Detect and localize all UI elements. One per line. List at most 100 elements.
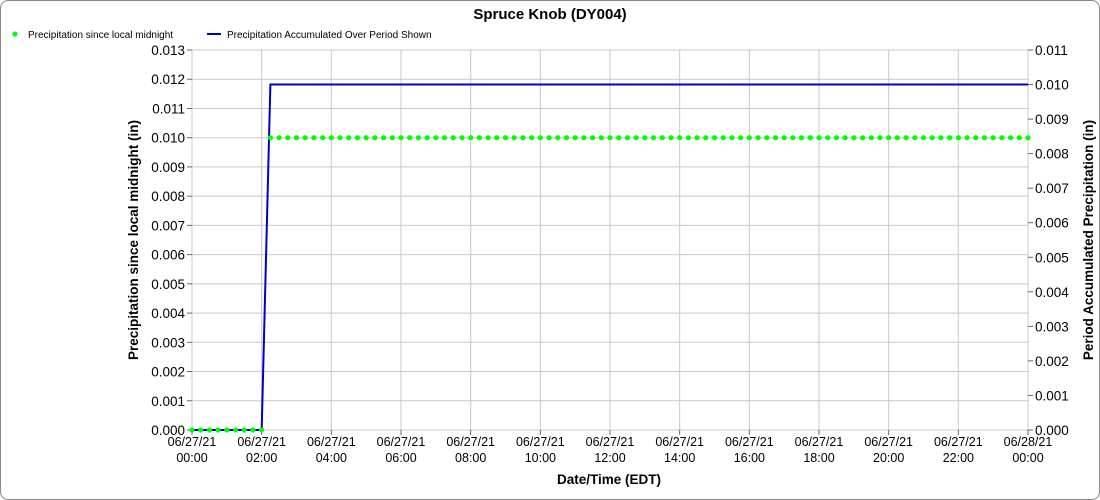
- series-point-precip-since-midnight: [285, 135, 291, 141]
- x-tick-label-time: 06:00: [385, 451, 416, 465]
- series-point-precip-since-midnight: [398, 135, 404, 141]
- series-point-precip-since-midnight: [894, 135, 900, 141]
- y-tick-label: 0.000: [151, 423, 185, 438]
- series-point-precip-since-midnight: [859, 135, 866, 141]
- legend-label-precip-since-midnight: Precipitation since local midnight: [28, 30, 173, 41]
- y-tick-label: 0.002: [151, 365, 185, 380]
- series-point-precip-since-midnight: [311, 135, 317, 141]
- x-tick-label-date: 06/28/21: [1004, 435, 1053, 449]
- series-point-precip-since-midnight: [738, 135, 744, 141]
- series-point-precip-since-midnight: [581, 135, 587, 141]
- series-point-precip-since-midnight: [650, 135, 657, 141]
- y2-tick-label: 0.009: [1035, 112, 1069, 127]
- series-point-precip-since-midnight: [755, 135, 761, 141]
- legend: Precipitation since local midnight Preci…: [12, 30, 432, 41]
- series-point-precip-since-midnight: [476, 135, 482, 141]
- series-point-precip-since-midnight: [511, 135, 517, 141]
- x-tick-label-time: 14:00: [664, 451, 695, 465]
- y2-tick-label: 0.000: [1035, 423, 1069, 438]
- x-tick-label-time: 02:00: [246, 451, 277, 465]
- y2-tick-label: 0.007: [1035, 181, 1069, 196]
- series-point-precip-since-midnight: [1025, 135, 1031, 141]
- series-point-precip-since-midnight: [798, 135, 805, 141]
- series-point-precip-since-midnight: [555, 135, 561, 141]
- series-point-precip-since-midnight: [877, 135, 883, 141]
- series-point-precip-since-midnight: [293, 135, 300, 141]
- series-point-precip-since-midnight: [389, 135, 395, 141]
- series-point-precip-since-midnight: [842, 135, 848, 141]
- x-tick-label-time: 22:00: [943, 451, 974, 465]
- series-point-precip-since-midnight: [790, 135, 796, 141]
- series-point-precip-since-midnight: [912, 135, 918, 141]
- series-point-precip-since-midnight: [494, 135, 500, 141]
- series-point-precip-since-midnight: [964, 135, 970, 141]
- series-point-precip-since-midnight: [372, 135, 378, 141]
- series-point-precip-since-midnight: [232, 427, 239, 433]
- series-point-precip-since-midnight: [677, 135, 683, 141]
- series-point-precip-since-midnight: [920, 135, 927, 141]
- series-point-precip-since-midnight: [711, 135, 718, 141]
- series-point-precip-since-midnight: [380, 135, 387, 141]
- x-tick-label-time: 20:00: [873, 451, 904, 465]
- series-point-precip-since-midnight: [572, 135, 578, 141]
- series-point-precip-since-midnight: [772, 135, 779, 141]
- x-tick-label-date: 06/27/21: [864, 435, 913, 449]
- series-point-precip-since-midnight: [441, 135, 448, 141]
- series-point-precip-since-midnight: [781, 135, 787, 141]
- y2-tick-label: 0.010: [1035, 78, 1069, 93]
- y-tick-label: 0.003: [151, 335, 185, 350]
- series-point-precip-since-midnight: [529, 135, 535, 141]
- series-point-precip-since-midnight: [607, 135, 613, 141]
- series-point-precip-since-midnight: [598, 135, 604, 141]
- x-tick-label-date: 06/27/21: [934, 435, 983, 449]
- y2-tick-label: 0.011: [1035, 43, 1068, 58]
- series-point-precip-since-midnight: [241, 427, 247, 433]
- x-tick-label-time: 10:00: [525, 451, 556, 465]
- series-point-precip-since-midnight: [624, 135, 631, 141]
- series-point-precip-since-midnight: [302, 135, 308, 141]
- x-tick-label-date: 06/27/21: [725, 435, 774, 449]
- x-tick-label-time: 18:00: [803, 451, 834, 465]
- series-point-precip-since-midnight: [589, 135, 596, 141]
- series-point-precip-since-midnight: [886, 135, 892, 141]
- series-point-precip-since-midnight: [537, 135, 543, 141]
- series-point-precip-since-midnight: [546, 135, 552, 141]
- series-point-precip-since-midnight: [320, 135, 326, 141]
- series-point-precip-since-midnight: [633, 135, 639, 141]
- series-point-precip-since-midnight: [981, 135, 988, 141]
- series-point-precip-since-midnight: [346, 135, 352, 141]
- y-tick-label: 0.001: [151, 394, 185, 409]
- series-point-precip-since-midnight: [259, 427, 265, 433]
- y-tick-label: 0.006: [151, 248, 185, 263]
- y-tick-label: 0.010: [151, 131, 185, 146]
- y2-tick-label: 0.001: [1035, 388, 1069, 403]
- series-point-precip-since-midnight: [720, 135, 726, 141]
- series-point-precip-since-midnight: [973, 135, 979, 141]
- series-point-precip-since-midnight: [938, 135, 944, 141]
- grid: [191, 49, 1029, 431]
- series-point-precip-since-midnight: [520, 135, 526, 141]
- x-axis-ticks: 06/27/21 00:00 06/27/21 02:00 06/27/21 04:00 0…: [168, 430, 1053, 465]
- series-point-precip-since-midnight: [502, 135, 509, 141]
- legend-label-period-accumulated: Precipitation Accumulated Over Period Sh…: [227, 30, 432, 41]
- y-tick-label: 0.008: [151, 189, 185, 204]
- x-tick-label-date: 06/27/21: [516, 435, 565, 449]
- y-tick-label: 0.011: [152, 101, 185, 116]
- series-point-precip-since-midnight: [729, 135, 735, 141]
- x-tick-label-date: 06/27/21: [307, 435, 356, 449]
- series-point-precip-since-midnight: [276, 135, 282, 141]
- series-point-precip-since-midnight: [215, 427, 221, 433]
- series-point-precip-since-midnight: [955, 135, 961, 141]
- x-tick-label-time: 04:00: [316, 451, 347, 465]
- series-point-precip-since-midnight: [694, 135, 700, 141]
- series-point-precip-since-midnight: [424, 135, 430, 141]
- series-point-precip-since-midnight: [903, 135, 909, 141]
- y2-tick-label: 0.002: [1035, 354, 1069, 369]
- chart-title: Spruce Knob (DY004): [473, 6, 626, 23]
- series-point-precip-since-midnight: [198, 427, 204, 433]
- series-point-precip-since-midnight: [206, 427, 213, 433]
- series-point-precip-since-midnight: [415, 135, 422, 141]
- series-point-precip-since-midnight: [807, 135, 813, 141]
- series-point-precip-since-midnight: [746, 135, 752, 141]
